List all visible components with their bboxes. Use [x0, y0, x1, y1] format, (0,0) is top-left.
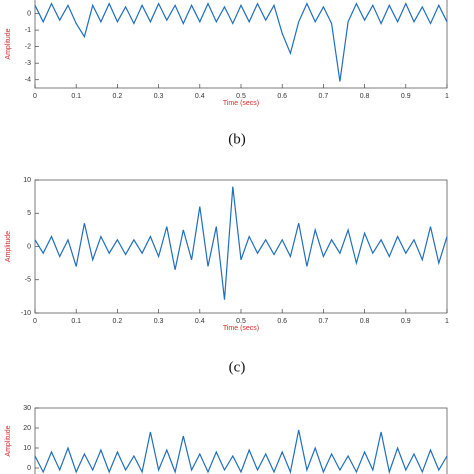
- x-tick-label: 0.7: [319, 93, 329, 100]
- x-tick-label: 0.8: [360, 318, 370, 325]
- x-tick-label: 0.6: [277, 318, 287, 325]
- x-tick-label: 0.2: [113, 93, 123, 100]
- x-tick-label: 0.4: [195, 93, 205, 100]
- caption: (c): [229, 359, 246, 375]
- y-tick-label: 20: [23, 425, 31, 432]
- x-tick-label: 0: [33, 318, 37, 325]
- x-tick-label: 0.7: [319, 318, 329, 325]
- y-tick-label: 10: [23, 177, 31, 184]
- x-tick-label: 0.2: [113, 318, 123, 325]
- x-tick-label: 0.1: [71, 318, 81, 325]
- x-tick-label: 1: [445, 318, 449, 325]
- x-tick-label: 0.1: [71, 93, 81, 100]
- x-tick-label: 0.5: [236, 93, 246, 100]
- x-tick-label: 0.3: [154, 318, 164, 325]
- y-tick-label: -10: [21, 310, 31, 317]
- signal: [34, 2, 448, 82]
- signal: [34, 186, 448, 300]
- y-tick-label: -1: [25, 27, 31, 34]
- y-axis-label: Amplitude: [5, 231, 12, 262]
- y-axis-label: Amplitude: [5, 425, 12, 456]
- x-tick-label: 0.6: [277, 93, 287, 100]
- y-tick-label: 0: [27, 10, 31, 17]
- y-tick-label: 30: [23, 405, 31, 412]
- y-tick-label: 0: [27, 243, 31, 250]
- y-tick-label: 0: [27, 465, 31, 472]
- x-tick-label: 0: [33, 93, 37, 100]
- x-tick-label: 0.3: [154, 93, 164, 100]
- y-tick-label: -5: [25, 277, 31, 284]
- x-tick-label: 1: [445, 93, 449, 100]
- x-tick-label: 0.9: [401, 93, 411, 100]
- caption: (b): [228, 131, 246, 147]
- x-tick-label: 0.8: [360, 93, 370, 100]
- y-tick-label: -3: [25, 60, 31, 67]
- y-tick-label: 5: [27, 210, 31, 217]
- signal: [34, 429, 448, 474]
- plot-frame: [34, 407, 448, 474]
- x-tick-label: 0.5: [236, 318, 246, 325]
- y-tick-label: -2: [25, 43, 31, 50]
- y-tick-label: 10: [23, 445, 31, 452]
- x-tick-label: 0.4: [195, 318, 205, 325]
- x-tick-label: 0.9: [401, 318, 411, 325]
- y-tick-label: -4: [25, 77, 31, 84]
- y-axis-label: Amplitude: [5, 28, 12, 59]
- x-axis-label: Time (secs): [223, 100, 259, 107]
- x-axis-label: Time (secs): [223, 325, 259, 332]
